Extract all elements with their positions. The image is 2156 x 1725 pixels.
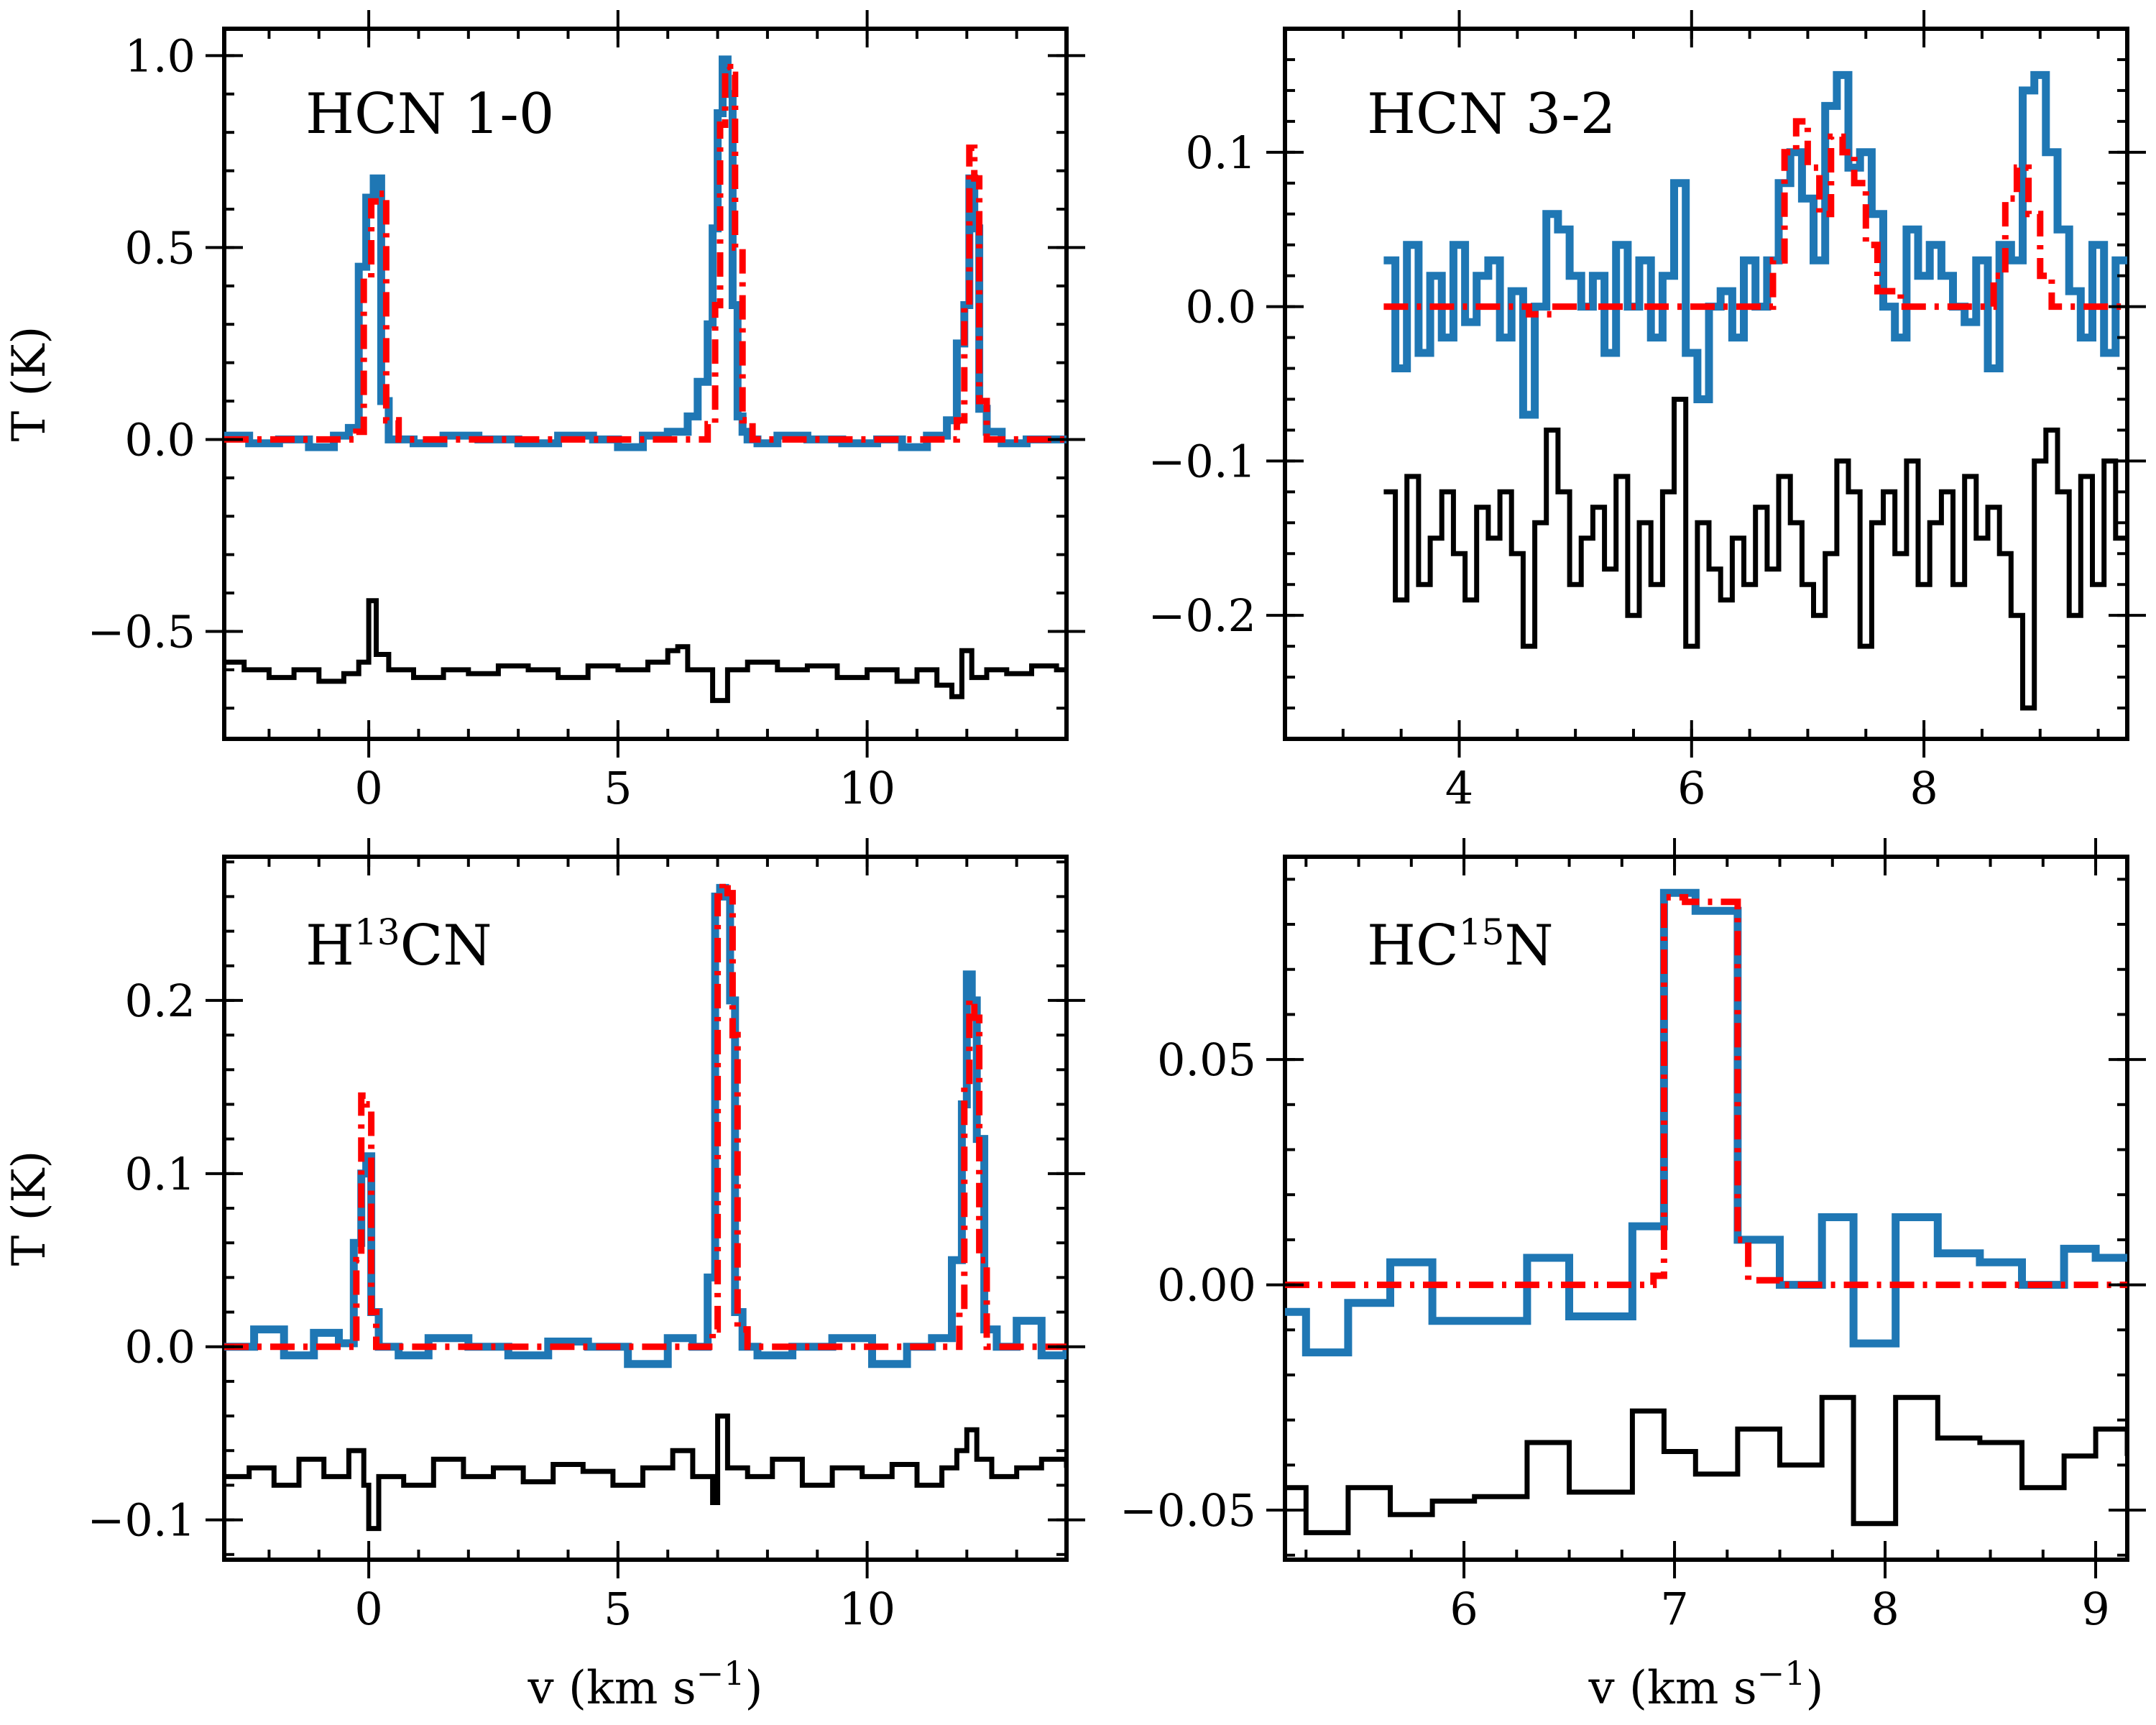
plot-frame xyxy=(1283,855,2129,1562)
plot-frame xyxy=(222,27,1069,741)
x-tick-label: 9 xyxy=(2081,1583,2109,1635)
y-tick-label: 0.1 xyxy=(1185,126,1256,179)
x-tick-label: 6 xyxy=(1677,762,1705,814)
x-tick-label: 6 xyxy=(1450,1583,1478,1635)
x-tick-label: 8 xyxy=(1871,1583,1899,1635)
series-model xyxy=(1285,893,2127,1289)
y-tick-label: 0.2 xyxy=(124,975,195,1027)
tick-layer: 0 5 10 −0.5 0.0 0.5 1.0 xyxy=(87,10,1085,814)
y-tick-label: −0.1 xyxy=(1148,435,1256,487)
series-layer xyxy=(224,55,1067,704)
x-tick-label: 4 xyxy=(1445,762,1473,814)
x-tick-label: 10 xyxy=(839,1583,895,1635)
x-tick-label: 0 xyxy=(354,762,382,814)
panel-hcn10: 0 5 10 −0.5 0.0 0.5 1.0 HCN 1-0 T (K) xyxy=(3,10,1085,814)
series-model xyxy=(224,879,1067,1351)
y-tick-label: 0.0 xyxy=(124,1321,195,1374)
tick-layer: 0 5 10 −0.1 0.0 0.1 0.2 xyxy=(87,838,1085,1635)
x-axis-label: v (km s−1) xyxy=(1588,1654,1824,1715)
panel-title: HC15N xyxy=(1367,911,1554,978)
series-residual xyxy=(1285,1394,2127,1535)
panel-hcn32: 4 6 8 −0.2 −0.1 0.0 0.1 HCN 3-2 xyxy=(1148,10,2146,814)
series-layer xyxy=(1383,70,2127,711)
y-tick-label: 0.00 xyxy=(1157,1259,1256,1312)
y-tick-label: −0.5 xyxy=(87,605,195,658)
y-tick-label: 0.1 xyxy=(124,1148,195,1200)
y-tick-label: 0.05 xyxy=(1157,1034,1256,1086)
x-axis-label: v (km s−1) xyxy=(528,1654,763,1715)
y-axis-label: T (K) xyxy=(3,1151,56,1266)
x-tick-label: 8 xyxy=(1909,762,1938,814)
y-tick-label: −0.1 xyxy=(87,1494,195,1547)
y-tick-label: 0.0 xyxy=(124,413,195,466)
x-tick-label: 5 xyxy=(604,762,632,814)
tick-layer: 4 6 8 −0.2 −0.1 0.0 0.1 xyxy=(1148,10,2146,814)
x-tick-label: 10 xyxy=(839,762,895,814)
series-model xyxy=(224,63,1067,443)
series-layer xyxy=(1285,888,2127,1535)
y-tick-label: −0.2 xyxy=(1148,589,1256,642)
panel-title: H13CN xyxy=(305,911,492,978)
plot-frame xyxy=(1283,27,2129,741)
tick-layer: 6 7 8 9 −0.05 0.00 0.05 xyxy=(1120,838,2146,1635)
x-tick-label: 7 xyxy=(1660,1583,1688,1635)
series-model xyxy=(1383,118,2127,318)
panel-h13cn: 0 5 10 −0.1 0.0 0.1 0.2 H13CN T (K) v (km s−1) xyxy=(3,838,1085,1715)
y-axis-label: T (K) xyxy=(3,326,56,442)
x-tick-label: 0 xyxy=(354,1583,382,1635)
panel-title: HCN 1-0 xyxy=(305,82,554,147)
series-residual xyxy=(1383,397,2127,711)
y-tick-label: −0.05 xyxy=(1120,1484,1256,1537)
series-observed xyxy=(1383,70,2127,419)
series-layer xyxy=(224,879,1067,1532)
y-tick-label: 0.0 xyxy=(1185,281,1256,334)
y-tick-label: 0.5 xyxy=(124,221,195,274)
panel-hc15n: 6 7 8 9 −0.05 0.00 0.05 HC15N v (km s−1) xyxy=(1120,838,2146,1715)
series-observed xyxy=(1285,888,2127,1357)
y-tick-label: 1.0 xyxy=(124,29,195,82)
series-residual xyxy=(224,1413,1067,1532)
series-residual xyxy=(224,598,1067,704)
x-tick-label: 5 xyxy=(604,1583,632,1635)
panel-title: HCN 3-2 xyxy=(1367,82,1616,147)
